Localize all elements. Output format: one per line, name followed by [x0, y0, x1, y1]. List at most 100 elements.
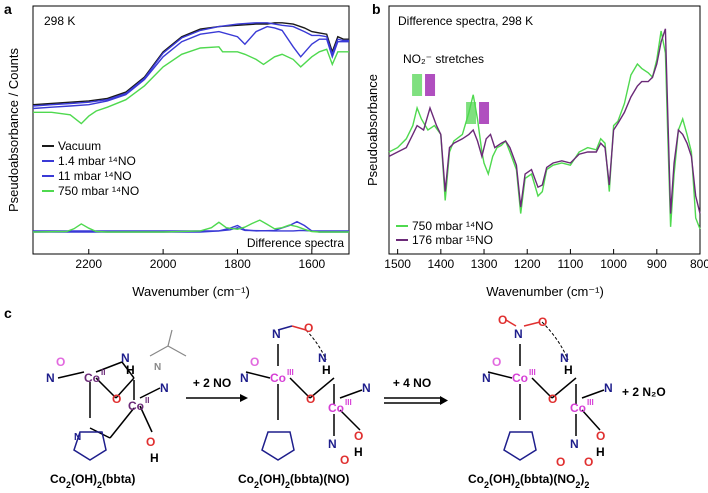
- panel-b-xtick-label: 1200: [514, 257, 541, 271]
- scheme1-o-bridge: O: [112, 392, 121, 406]
- compound-name-part: Co: [468, 472, 484, 486]
- structure-co2-oh2-bbta-no2: O N O O N Co III O N H Co III N O H N O …: [482, 313, 613, 469]
- scheme1-o-hydroxide: O: [146, 435, 155, 449]
- compound-name-part: Co: [50, 472, 66, 486]
- compound-name-part: ): [580, 472, 584, 486]
- compound-name-part: (bbta): [102, 472, 135, 486]
- byproduct-label: + 2 N₂O: [622, 385, 666, 399]
- panel-a-series-line: [33, 226, 349, 232]
- highlight-box: [479, 102, 490, 124]
- scheme2-o-atom: O: [250, 355, 259, 369]
- scheme1-co2: Co: [128, 399, 144, 413]
- compound-name-part: Co: [238, 472, 254, 486]
- panel-a-series-line: [33, 46, 349, 125]
- panel-b-xtick-label: 1500: [384, 257, 411, 271]
- panel-b-series: [388, 28, 701, 230]
- legend-label: 750 mbar ¹⁴NO: [412, 219, 493, 233]
- legend-label: 11 mbar ¹⁴NO: [58, 169, 132, 183]
- panel-a-series-line: [32, 25, 349, 110]
- scheme3-co2: Co: [570, 401, 586, 415]
- panel-a-xticks: 2200 2000 1800 1600: [75, 249, 325, 271]
- scheme2-o-nitrosyl2: O: [340, 453, 349, 467]
- compound-name-part: 2: [97, 480, 102, 490]
- scheme2-co2-ox: III: [345, 398, 352, 407]
- panel-a-xtick-label: 2200: [75, 257, 102, 271]
- scheme2-n-nitrosyl2: N: [328, 437, 337, 451]
- panel-a-temperature: 298 K: [44, 14, 75, 28]
- scheme1-n-atom: N: [46, 371, 55, 385]
- compound-2-name: Co2(OH)2(bbta)(NO): [238, 472, 349, 490]
- panel-label-b: b: [372, 1, 381, 17]
- panel-b-xticks: 1500 1400 1300 1200 1100 1000 900 800: [384, 249, 708, 271]
- scheme2-co1: Co: [270, 371, 286, 385]
- panel-b-annotation: NO₂⁻ stretches: [403, 52, 484, 66]
- scheme2-co1-ox: III: [287, 368, 294, 377]
- panel-b-xtick-label: 800: [690, 257, 708, 271]
- highlight-box: [412, 74, 423, 96]
- legend-label: 750 mbar ¹⁴NO: [58, 184, 139, 198]
- panel-a-xtick-label: 1600: [298, 257, 325, 271]
- scheme3-o-atom: O: [492, 355, 501, 369]
- scheme2-o-hydroxide: O: [354, 429, 363, 443]
- scheme3-o-nitro-b: O: [538, 315, 547, 329]
- panel-b-title: Difference spectra, 298 K: [398, 14, 533, 28]
- scheme1-h: H: [126, 363, 135, 377]
- scheme3-o-nitro2a: O: [556, 455, 565, 469]
- compound-name-part: 2: [285, 480, 290, 490]
- structure-co2-oh2-bbta-no: N O O N Co III O N H Co III N O H N O: [240, 321, 371, 467]
- highlight-box: [425, 74, 436, 96]
- panel-a-series-line: [32, 22, 349, 107]
- scheme3-o-nitro2b: O: [584, 455, 593, 469]
- panel-b-highlights: [412, 74, 490, 124]
- scheme2-n-atom: N: [240, 371, 249, 385]
- panel-a-xlabel: Wavenumber (cm⁻¹): [132, 284, 250, 299]
- panel-a-xtick-label: 1800: [224, 257, 251, 271]
- panel-b-ylabel: Pseudoabsorbance: [365, 74, 380, 186]
- compound-name-part: 2: [66, 480, 71, 490]
- panel-b-series-line: [388, 28, 701, 214]
- scheme3-co1-ox: III: [529, 368, 536, 377]
- panel-a-inset-label: Difference spectra: [247, 236, 344, 250]
- panel-b-xtick-label: 1300: [471, 257, 498, 271]
- arrow1-label: + 2 NO: [193, 376, 231, 390]
- reaction-arrow-1-head: [240, 394, 248, 402]
- scheme3-n2: N: [560, 351, 569, 365]
- highlight-box: [466, 102, 477, 124]
- panel-a-xtick-label: 2000: [150, 257, 177, 271]
- scheme3-h: H: [564, 363, 573, 377]
- scheme3-co1: Co: [512, 371, 528, 385]
- panel-b-xtick-label: 1400: [427, 257, 454, 271]
- scheme2-o-bridge: O: [306, 392, 315, 406]
- scheme3-o-bridge: O: [548, 392, 557, 406]
- scheme1-n-gray: N: [154, 362, 161, 373]
- scheme1-n3: N: [160, 381, 169, 395]
- scheme3-h2: H: [596, 445, 605, 459]
- reaction-arrow-2-head: [440, 396, 448, 405]
- scheme1-co1-ox: II: [101, 368, 105, 377]
- scheme3-co2-ox: III: [587, 398, 594, 407]
- compound-name-part: 2: [515, 480, 520, 490]
- panel-b-frame: [388, 5, 701, 255]
- panel-label-c: c: [4, 305, 12, 321]
- scheme1-n2: N: [121, 351, 130, 365]
- scheme3-n-nitro2: N: [570, 437, 579, 451]
- scheme2-o-nitrosyl: O: [304, 321, 313, 335]
- scheme3-o-nitro-a: O: [498, 313, 507, 327]
- panel-b-xtick-label: 1000: [600, 257, 627, 271]
- panel-a-ylabel: Pseudoabsorbance / Counts: [6, 47, 21, 212]
- scheme2-h: H: [322, 363, 331, 377]
- compound-name-part: (OH): [71, 472, 97, 486]
- scheme2-n2: N: [318, 351, 327, 365]
- panel-a-series-line: [32, 219, 349, 233]
- scheme2-n-nitrosyl: N: [272, 327, 281, 341]
- panel-a-series-line: [32, 22, 349, 106]
- scheme1-n-ring: N: [74, 432, 81, 443]
- compound-name-part: (OH): [489, 472, 515, 486]
- scheme3-n-nitro: N: [514, 327, 523, 341]
- scheme3-n3: N: [604, 381, 613, 395]
- panel-a-series: [32, 22, 349, 233]
- legend-label: 1.4 mbar ¹⁴NO: [58, 154, 136, 168]
